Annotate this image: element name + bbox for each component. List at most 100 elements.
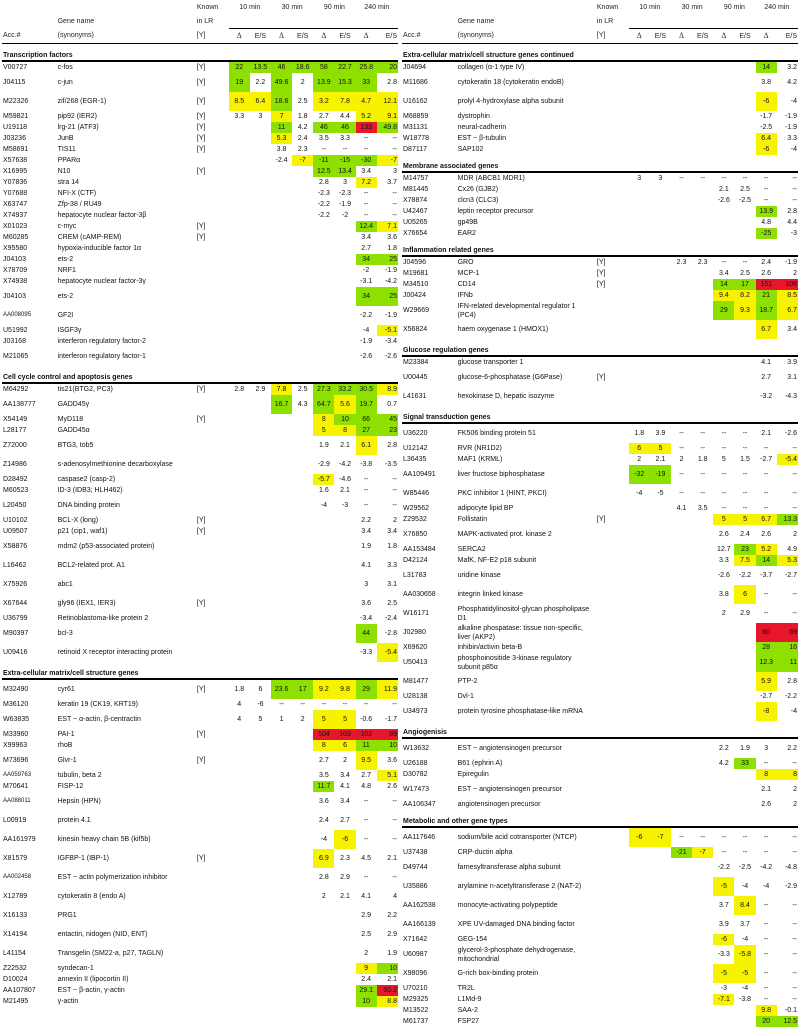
es-value: [334, 254, 355, 265]
delta-value: 5.2: [756, 544, 777, 555]
es-value: -2.3: [334, 188, 355, 199]
delta-value: [271, 336, 292, 347]
known-in-lr: [596, 799, 629, 810]
delta-value: --: [756, 195, 777, 206]
accession: Z29532: [402, 514, 457, 525]
delta-value: [271, 925, 292, 944]
delta-value: [229, 347, 250, 366]
es-value: [692, 195, 713, 206]
known-in-lr: [596, 896, 629, 915]
delta-value: 4.1: [671, 503, 692, 514]
accession: L28177: [2, 425, 57, 436]
es-value: 8.5: [777, 290, 798, 301]
gene-name: stra 14: [57, 177, 196, 188]
es-value: --: [692, 484, 713, 503]
es-value: [692, 279, 713, 290]
delta-value: 2: [671, 454, 692, 465]
delta-value: 8: [756, 769, 777, 780]
es-value: 2.5: [734, 184, 755, 195]
delta-value: 4: [229, 710, 250, 729]
gene-name: CREM (cAMP-REM): [57, 232, 196, 243]
gene-name: clcn3 (CLC3): [457, 195, 596, 206]
accession: L16462: [2, 556, 57, 575]
delta-value: [229, 613, 250, 624]
es-value: 2.1: [377, 974, 398, 985]
delta-value: 14: [756, 61, 777, 73]
es-value: [734, 61, 755, 73]
delta-value: 21: [756, 290, 777, 301]
accession: M68859: [402, 111, 457, 122]
accession: M73696: [2, 751, 57, 770]
es-value: [692, 915, 713, 934]
gene-name: mdm2 (p53-associated protein): [57, 537, 196, 556]
delta-value: 13.9: [756, 206, 777, 217]
gene-name: bcl-3: [57, 624, 196, 643]
delta-value: -30: [356, 155, 377, 166]
es-value: [292, 306, 313, 325]
es-value: [692, 92, 713, 111]
delta-value: -2.6: [713, 566, 734, 585]
es-value: [292, 925, 313, 944]
accession: AA166139: [402, 915, 457, 934]
synonyms-label: (synonyms): [57, 29, 196, 44]
delta-value: --: [671, 827, 692, 847]
gene-name: PKC inhibitor 1 (HINT, PKCI): [457, 484, 596, 503]
delta-value: --: [671, 423, 692, 443]
es-value: [334, 306, 355, 325]
es-value: --: [734, 847, 755, 858]
delta-value: --: [756, 758, 777, 769]
es-value: [734, 122, 755, 133]
gene-name: GADD45α: [57, 425, 196, 436]
delta-value: --: [756, 585, 777, 604]
accession: M23384: [402, 356, 457, 368]
delta-value: --: [271, 699, 292, 710]
gene-name: c-fos: [57, 61, 196, 73]
delta-value: [629, 780, 650, 799]
gene-name: hepatocyte nuclear factor-3γ: [57, 276, 196, 287]
delta-value: [671, 738, 692, 758]
es-value: --: [377, 199, 398, 210]
es-value: -2.5: [734, 195, 755, 206]
delta-value: 5.3: [271, 133, 292, 144]
delta-value: [271, 811, 292, 830]
delta-value: 3.9: [713, 915, 734, 934]
delta-value: -11: [313, 155, 334, 166]
accession: D28492: [2, 474, 57, 485]
es-value: 3: [250, 111, 271, 122]
known-in-lr: [Y]: [196, 92, 229, 111]
section-header: Extra-cellular matrix/cell structure gen…: [2, 662, 398, 679]
accession: Z72000: [2, 436, 57, 455]
gene-name: abc1: [57, 575, 196, 594]
gene-name: annexin II (lipocortin II): [57, 974, 196, 985]
delta-value: [271, 556, 292, 575]
es-value: [692, 642, 713, 653]
accession: D49744: [402, 858, 457, 877]
accession: AA059763: [2, 770, 57, 781]
delta-value: 58: [313, 61, 334, 73]
es-label: E/S: [250, 29, 271, 44]
es-value: [334, 974, 355, 985]
delta-value: 29.1: [356, 985, 377, 996]
es-value: -4.2: [334, 455, 355, 474]
es-value: [650, 144, 671, 155]
es-value: [650, 702, 671, 721]
gene-name: Phosphatidylinositol-glycan phospholipas…: [457, 604, 596, 623]
delta-value: 19: [229, 73, 250, 92]
known-in-lr: [Y]: [196, 111, 229, 122]
delta-value: [271, 306, 292, 325]
delta-value: --: [356, 485, 377, 496]
gene-name: PPARα: [57, 155, 196, 166]
delta-value: [629, 61, 650, 73]
accession: AA008095: [2, 306, 57, 325]
